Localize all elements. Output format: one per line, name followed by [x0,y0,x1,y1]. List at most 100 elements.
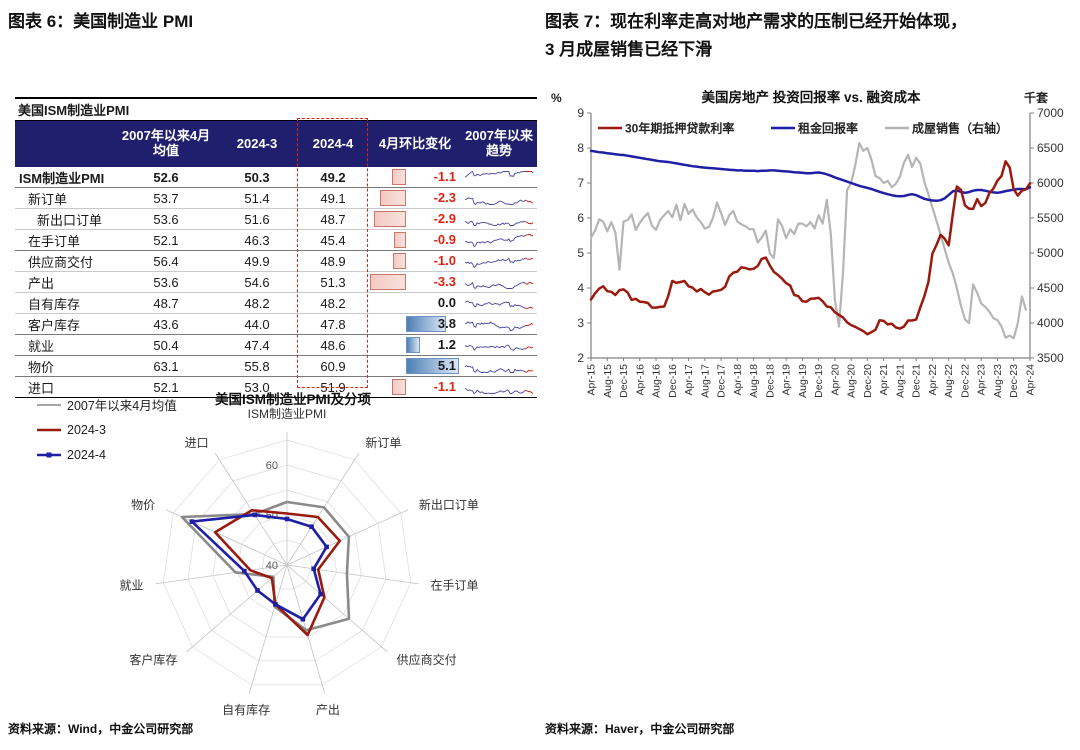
change-bar: 0.0 [372,294,458,312]
cell-value: 48.7 [115,292,217,314]
negative-bar [392,379,406,395]
positive-bar [405,358,460,374]
cell-value: 56.4 [115,250,217,272]
svg-text:6000: 6000 [1037,176,1064,190]
cell-value: 49.1 [297,187,369,209]
cell-value: 48.7 [297,208,369,230]
table-row: 产出 53.6 54.6 51.3 -3.3 [15,271,538,293]
cell-trend-sparkline [461,292,538,314]
line-chart-title: 美国房地产 投资回报率 vs. 融资成本 [701,89,921,105]
change-value: -1.1 [433,169,456,184]
change-value: -2.9 [433,211,456,226]
svg-text:5000: 5000 [1037,246,1064,260]
svg-text:4500: 4500 [1037,281,1064,295]
row-label: 新订单 [15,187,115,209]
cell-value: 51.6 [217,208,297,230]
svg-text:租金回报率: 租金回报率 [798,121,858,136]
svg-text:Dec-15: Dec-15 [618,364,630,398]
cell-trend-sparkline [461,208,538,230]
cell-mom-change: -2.9 [369,208,461,230]
figure7-title-line1: 图表 7：现在利率走高对地产需求的压制已经开始体现， [545,12,968,31]
change-bar: -0.9 [372,231,458,249]
change-bar: 1.2 [372,336,458,354]
axes [590,113,1031,359]
svg-text:3: 3 [577,316,584,330]
positive-bar [405,316,447,332]
svg-text:2: 2 [577,351,584,365]
svg-text:Dec-20: Dec-20 [862,364,874,398]
svg-text:Apr-18: Apr-18 [732,364,744,396]
left-axis-tick-labels: 9 8 7 6 5 4 3 2 [577,106,591,365]
svg-text:Apr-15: Apr-15 [586,364,598,396]
svg-text:Aug-15: Aug-15 [602,364,614,398]
table-row: 物价 63.1 55.8 60.9 5.1 [15,355,538,377]
change-value: -3.3 [433,274,456,289]
row-label: 就业 [15,334,115,356]
row-label: 产出 [15,271,115,293]
svg-text:Apr-17: Apr-17 [683,364,695,396]
radar-legend: 2007年以来4月均值 2024-3 2024-4 [36,392,177,467]
figure7-source: 资料来源：Haver，中金公司研究部 [545,722,735,736]
svg-text:新出口订单: 新出口订单 [419,497,479,512]
svg-text:7: 7 [577,176,584,190]
cell-trend-sparkline [461,187,538,209]
svg-text:Apr-21: Apr-21 [878,364,890,396]
row-label: 新出口订单 [15,208,115,230]
cell-value: 45.4 [297,229,369,251]
cell-mom-change: -0.9 [369,229,461,251]
negative-bar [394,232,406,248]
svg-text:Apr-20: Apr-20 [829,364,841,396]
trend-sparkline [464,300,534,309]
cell-value: 63.1 [115,355,217,377]
line-chart-legend: 30年期抵押贷款利率 租金回报率 成屋销售（右轴） [598,121,1008,136]
radar-legend-item: 2024-4 [36,442,177,467]
figure6-source: 资料来源：Wind，中金公司研究部 [8,722,194,736]
change-bar: -1.1 [372,168,458,186]
change-value: 1.2 [437,337,456,352]
cell-mom-change: 5.1 [369,355,461,377]
legend-line-swatch [37,403,61,406]
cell-value: 48.9 [297,250,369,272]
trend-sparkline [464,257,534,268]
svg-text:3500: 3500 [1037,351,1064,365]
cell-value: 48.2 [217,292,297,314]
table-row: 自有库存 48.7 48.2 48.2 0.0 [15,292,538,314]
cell-trend-sparkline [461,229,538,251]
table-title: 美国ISM制造业PMI [15,98,538,121]
radar-series-2024-3 [213,509,342,637]
housing-line-chart: 美国房地产 投资回报率 vs. 融资成本% 千套 9 8 7 6 5 4 3 2 7000 6500 6… [551,89,1064,398]
row-label: 供应商交付 [15,250,115,272]
svg-text:4: 4 [577,281,584,295]
svg-text:Dec-23: Dec-23 [1008,364,1020,398]
svg-text:ISM制造业PMI: ISM制造业PMI [248,407,327,421]
change-value: -1.1 [433,379,456,394]
row-label: 进口 [15,376,115,398]
pmi-table-body: ISM制造业PMI 52.6 50.3 49.2 -1.1 新订单 53.7 51.4 49.1… [15,167,538,398]
negative-bar [370,274,406,290]
cell-value: 60.9 [297,355,369,377]
svg-text:7000: 7000 [1037,106,1064,120]
cell-value: 52.6 [115,167,217,188]
cell-value: 53.6 [115,271,217,293]
pmi-radar-chart: 405060ISM制造业PMI新订单新出口订单在手订单供应商交付产出自有库存客户… [119,391,478,717]
svg-text:4000: 4000 [1037,316,1064,330]
svg-text:30年期抵押贷款利率: 30年期抵押贷款利率 [625,121,734,136]
table-row: 客户库存 43.6 44.0 47.8 3.8 [15,313,538,335]
trend-sparkline [464,281,534,289]
col-header-trend: 2007年以来趋势 [461,120,538,167]
cell-value: 54.6 [217,271,297,293]
line-series-租金回报率 [589,149,1032,203]
change-value: -2.3 [433,190,456,205]
table-row: 供应商交付 56.4 49.9 48.9 -1.0 [15,250,538,272]
trend-sparkline [464,220,534,226]
cell-mom-change: 0.0 [369,292,461,314]
svg-text:Aug-22: Aug-22 [943,364,955,398]
legend-line-swatch [37,428,61,431]
trend-sparkline [464,170,534,178]
table-row: 就业 50.4 47.4 48.6 1.2 [15,334,538,356]
cell-value: 51.4 [217,187,297,209]
trend-sparkline [464,320,534,331]
trend-sparkline [464,197,534,205]
change-bar: -2.3 [372,189,458,207]
